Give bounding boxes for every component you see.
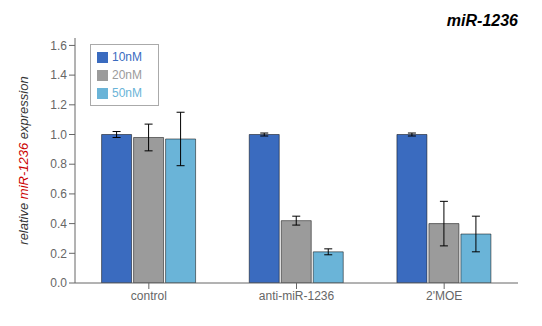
svg-text:2'MOE: 2'MOE (426, 289, 462, 303)
svg-text:1.0: 1.0 (50, 128, 67, 142)
svg-text:0.4: 0.4 (50, 217, 67, 231)
svg-text:1.2: 1.2 (50, 98, 67, 112)
html-text:50nM: 50nM (112, 86, 142, 100)
svg-text:control: control (131, 289, 167, 303)
html-text:miR-1236: miR-1236 (446, 12, 518, 29)
svg-text:anti-miR-1236: anti-miR-1236 (259, 289, 335, 303)
svg-text:1.6: 1.6 (50, 39, 67, 53)
svg-text:1.4: 1.4 (50, 68, 67, 82)
svg-text:relative miR-1236 expression: relative miR-1236 expression (16, 76, 31, 244)
svg-text:0.6: 0.6 (50, 187, 67, 201)
svg-text:0.2: 0.2 (50, 247, 67, 261)
svg-text:0.0: 0.0 (50, 276, 67, 290)
html-text:10nM: 10nM (112, 50, 142, 64)
svg-text:0.8: 0.8 (50, 157, 67, 171)
html-text:20nM: 20nM (112, 68, 142, 82)
